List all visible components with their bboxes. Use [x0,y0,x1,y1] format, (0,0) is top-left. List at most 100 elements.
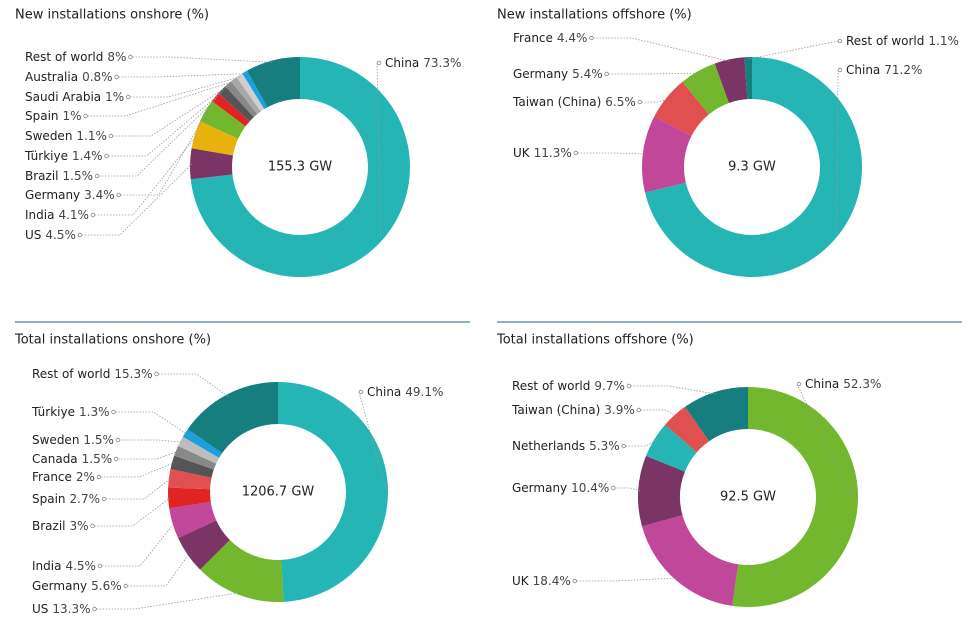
leader-dot [90,523,95,529]
slice-name: India [32,559,61,573]
slice-label: China 71.2% [846,63,922,77]
donut-slice [187,382,278,454]
leader-line [115,411,188,435]
leader-line [593,37,730,62]
donut-slice [170,455,214,478]
slice-value: 5.3% [589,439,620,453]
leader-dot [94,173,100,179]
slice-label: UK 11.3% [513,146,572,160]
leader-line [376,62,381,240]
slice-label: Rest of world 15.3% [32,367,153,381]
leader-dot [636,407,641,413]
slice-name: Türkiye [24,149,68,163]
leader-dot [108,133,114,139]
slice-value: 1.3% [79,405,110,419]
donut-slice [190,148,233,180]
leader-dot [572,578,577,584]
slice-label: Brazil 3% [32,519,89,533]
leader-dot [154,371,159,377]
leader-line [96,592,240,610]
leader-dot [621,443,626,449]
leader-dot [77,232,83,238]
slice-name: Spain [25,109,59,123]
leader-line [576,577,677,582]
slice-name: Türkiye [31,405,75,419]
leader-line [94,134,198,216]
slice-name: Rest of world [846,34,924,48]
leader-dot [637,99,642,105]
leader-line [118,73,246,78]
slice-label: Rest of world 9.7% [512,379,625,393]
slice-name: UK [512,574,530,588]
slice-name: France [513,31,553,45]
leader-line [358,391,387,490]
slice-label: Spain 2.7% [32,492,100,506]
leader-dot [83,113,88,119]
slice-value: 71.2% [884,63,922,77]
slice-name: China [385,56,419,70]
slice-label: China 52.3% [805,377,881,391]
slice-label: Spain 1% [25,109,82,123]
slice-name: Saudi Arabia [25,90,101,104]
slice-label: Germany 5.6% [32,579,122,593]
leader-dot [837,67,843,73]
slice-value: 5.4% [572,67,603,81]
slice-value: 1.5% [63,169,94,183]
donut-slice [641,515,739,606]
donut-slice [211,93,250,127]
slice-name: Germany [513,67,568,81]
slice-label: Rest of world 1.1% [846,34,959,48]
slice-name: Netherlands [512,439,585,453]
slice-name: Sweden [32,433,79,447]
slice-label: France 4.4% [513,31,587,45]
leader-dot [611,485,616,491]
slice-value: 0.8% [82,70,113,84]
chart-title: Total installations onshore (%) [14,333,211,348]
leader-line [130,76,241,98]
slice-name: Canada [32,452,78,466]
slice-name: Brazil [25,169,59,183]
leader-dot [604,71,609,77]
leader-line [81,163,193,236]
leader-line [87,80,236,117]
slice-label: Canada 1.5% [32,452,112,466]
donut-slice [682,63,729,115]
chart-title: New installations offshore (%) [497,8,692,23]
leader-line [641,98,669,103]
donut-slice [178,520,230,570]
slice-value: 1.1% [76,129,107,143]
slice-label: US 4.5% [25,228,76,242]
slice-value: 15.3% [114,367,152,381]
slice-value: 8% [107,50,126,64]
slice-label: UK 18.4% [512,574,571,588]
donut-slice [236,73,265,112]
slice-name: Sweden [25,129,72,143]
leader-line [119,439,183,443]
slice-label: Germany 10.4% [512,481,609,495]
leader-line [106,478,172,500]
donut-slice [218,86,254,122]
slice-name: Australia [25,70,78,84]
slice-label: Saudi Arabia 1% [25,90,124,104]
donut-slice [645,424,697,472]
slice-label: Taiwan (China) 6.5% [512,95,636,109]
slice-label: Taiwan (China) 3.9% [511,403,635,417]
leader-line [577,152,645,155]
leader-line [101,522,175,567]
slice-name: US [25,228,41,242]
slice-name: Taiwan (China) [512,95,601,109]
slice-value: 6.5% [605,95,636,109]
leader-line [118,451,178,460]
slice-label: China 49.1% [367,385,443,399]
leader-line [836,69,839,234]
slice-name: US [32,602,48,616]
slice-name: China [805,377,839,391]
leader-line [132,56,274,63]
donut-slice [645,57,862,277]
slice-value: 1% [63,109,82,123]
slice-value: 9.7% [594,379,625,393]
leader-dot [101,496,107,502]
center-label: 1206.7 GW [242,485,315,500]
leader-dot [123,583,128,589]
slice-value: 1% [105,90,124,104]
